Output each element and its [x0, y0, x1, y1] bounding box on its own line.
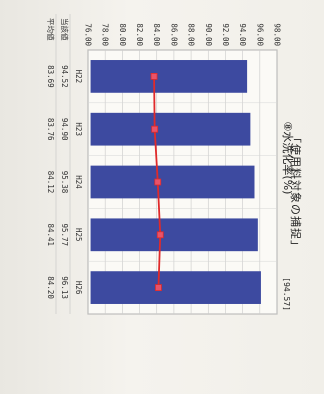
current-value-H25: 95.77 — [60, 224, 69, 247]
y-tick-label-1: 78.00 — [101, 23, 110, 46]
series-name-current: 当該値 — [60, 18, 70, 41]
bar-H26 — [90, 271, 261, 304]
current-value-H23: 94.90 — [60, 118, 69, 141]
chart-title: ⑧水洗化率(%) — [281, 122, 295, 195]
bar-H23 — [90, 112, 251, 146]
category-label-H25: H25 — [74, 228, 83, 242]
category-label-H23: H23 — [74, 122, 83, 136]
average-point-H22 — [150, 73, 158, 80]
average-value-H22: 83.69 — [46, 65, 55, 88]
chart-svg: ⑧水洗化率(%) [94.57] 76.00 78.00 80.00 82.00 84.… — [46, 14, 295, 315]
series-name-average: 平均値 — [46, 18, 56, 41]
average-value-H24: 84.12 — [46, 171, 55, 194]
side-caption: 「使用料対象の捕捉」 — [289, 132, 302, 252]
y-tick-label-0: 76.00 — [84, 23, 93, 46]
category-label-H22: H22 — [74, 70, 83, 84]
average-point-H26 — [155, 284, 162, 292]
average-point-H24 — [154, 178, 162, 186]
plot-area: 76.00 78.00 80.00 82.00 84.00 86.00 88.00 90.00… — [46, 14, 282, 315]
current-value-H22: 94.52 — [60, 65, 69, 88]
category-label-H26: H26 — [74, 281, 83, 295]
y-tick-label-10: 96.00 — [255, 23, 264, 46]
bar-H22 — [90, 60, 248, 93]
current-value-H26: 96.13 — [60, 276, 69, 299]
average-value-H25: 84.41 — [46, 224, 55, 247]
category-label-H24: H24 — [74, 175, 83, 189]
y-tick-label-6: 88.00 — [187, 23, 196, 46]
bar-H24 — [90, 165, 255, 199]
y-tick-label-3: 82.00 — [135, 23, 144, 46]
y-tick-label-8: 92.00 — [221, 23, 230, 46]
y-tick-label-9: 94.00 — [238, 23, 247, 46]
y-tick-label-5: 86.00 — [169, 23, 178, 46]
y-tick-label-11: 98.00 — [273, 23, 282, 46]
average-point-H25 — [156, 231, 164, 239]
average-value-H26: 84.20 — [46, 276, 55, 299]
chart-annotation: [94.57] — [282, 277, 291, 311]
average-value-H23: 83.76 — [46, 118, 55, 141]
y-tick-label-2: 80.00 — [118, 23, 127, 46]
y-tick-label-4: 84.00 — [152, 23, 161, 46]
average-point-H23 — [151, 125, 159, 133]
y-tick-label-7: 90.00 — [204, 23, 213, 46]
current-value-H24: 95.38 — [60, 171, 69, 194]
chart: ⑧水洗化率(%) [94.57] 76.00 78.00 80.00 82.00 84.… — [11, 8, 301, 348]
bar-H25 — [90, 218, 258, 252]
